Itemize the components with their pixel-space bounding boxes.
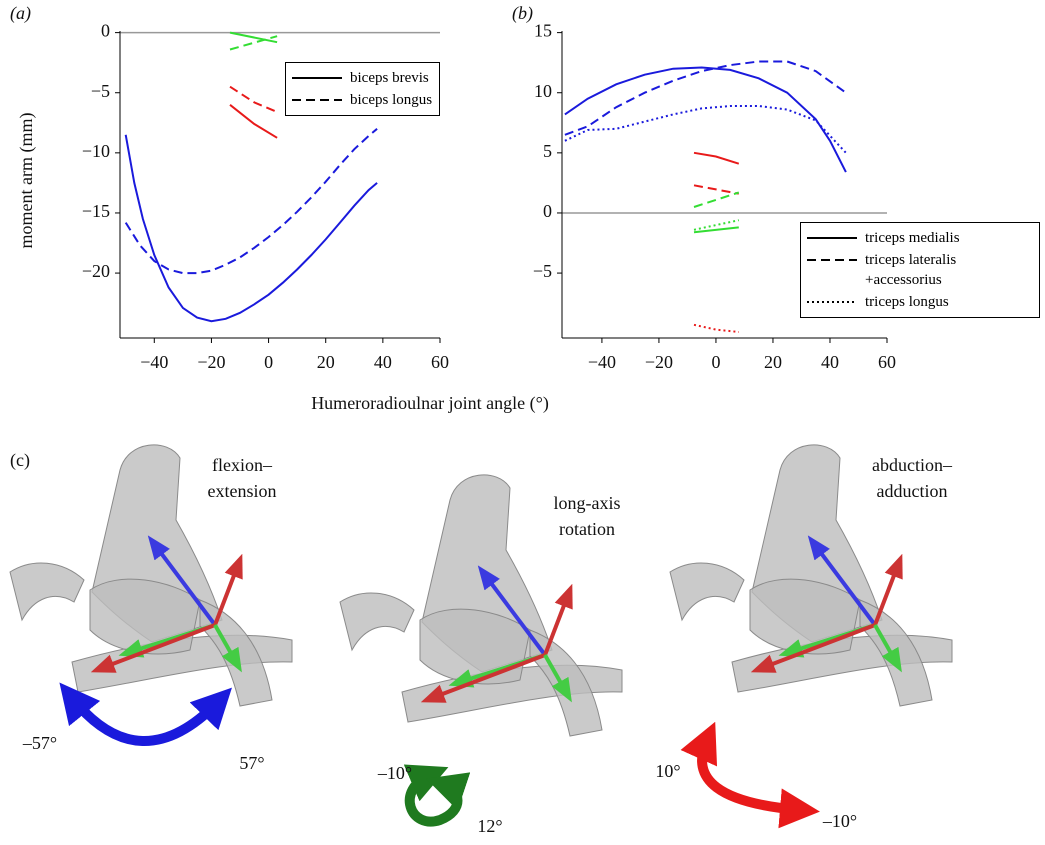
y-tick-label: 0 [543,201,552,221]
y-tick-label: −5 [533,261,552,281]
bone [90,579,200,654]
legend-label: triceps longus [865,292,995,312]
series-line [694,193,739,208]
x-tick-label: 60 [431,352,449,372]
view-title: adduction [877,481,948,501]
bone [670,563,744,620]
motion-arrow [72,698,218,741]
y-tick-label: −10 [82,141,110,161]
series-line [230,87,277,112]
y-tick-label: −5 [91,81,110,101]
bone [340,593,414,650]
legend-swatch [807,299,857,305]
legend-item: biceps longus [292,90,433,110]
y-tick-label: 10 [534,81,552,101]
legend-swatch [292,97,342,103]
legend-item: biceps brevis [292,68,433,88]
series-line [126,129,377,273]
y-tick-label: −15 [82,201,110,221]
x-tick-label: 20 [317,352,335,372]
x-tick-label: −20 [197,352,225,372]
view-title: long-axis [554,493,621,513]
y-tick-label: 15 [534,21,552,41]
legend-item: triceps lateralis +accessorius [807,250,1033,290]
x-tick-label: −40 [588,352,616,372]
range-min-label: –10° [377,763,412,783]
panel-label: (a) [10,3,31,24]
y-tick-label: 5 [543,141,552,161]
x-axis-title: Humeroradioulnar joint angle (°) [311,393,549,414]
y-axis-title: moment arm (mm) [16,113,37,249]
y-tick-label: 0 [101,21,110,41]
series-line [694,325,739,332]
legend-swatch [807,257,857,263]
range-min-label: 10° [655,761,680,781]
x-tick-label: 0 [264,352,273,372]
series-line [565,68,846,173]
y-tick-label: −20 [82,261,110,281]
legend-swatch [292,75,342,81]
legend-item: triceps medialis [807,228,1033,248]
legend-label: triceps lateralis +accessorius [865,250,995,290]
range-max-label: 12° [477,816,502,836]
legend-label: triceps medialis [865,228,995,248]
x-tick-label: 0 [711,352,720,372]
chart: Humeroradioulnar joint angle (°) (c) (a)… [0,0,1045,845]
motion-arrow [702,740,800,810]
series-line [694,153,739,164]
x-tick-label: 20 [764,352,782,372]
x-tick-label: 60 [878,352,896,372]
view-title: extension [208,481,277,501]
x-tick-label: −40 [140,352,168,372]
x-tick-label: 40 [374,352,392,372]
series-line [565,62,846,135]
bone [10,563,84,620]
series-line [126,135,377,321]
bone-render [340,475,622,736]
range-max-label: –10° [822,811,857,831]
bone [420,609,530,684]
motion-arrow [410,775,458,822]
figure: Humeroradioulnar joint angle (°) (c) (a)… [0,0,1045,845]
legend-label: biceps longus [350,90,433,110]
legend-label: biceps brevis [350,68,433,88]
view-title: rotation [559,519,615,539]
series-line [230,33,277,43]
bone [750,579,860,654]
x-tick-label: −20 [645,352,673,372]
panel-label: (b) [512,3,533,24]
range-min-label: –57° [22,733,57,753]
view-title: flexion– [212,455,273,475]
panel-label: (c) [10,450,30,471]
legend-item: triceps longus [807,292,1033,312]
range-max-label: 57° [239,753,264,773]
series-line [694,185,739,193]
x-tick-label: 40 [821,352,839,372]
legend-swatch [807,235,857,241]
view-title: abduction– [872,455,953,475]
